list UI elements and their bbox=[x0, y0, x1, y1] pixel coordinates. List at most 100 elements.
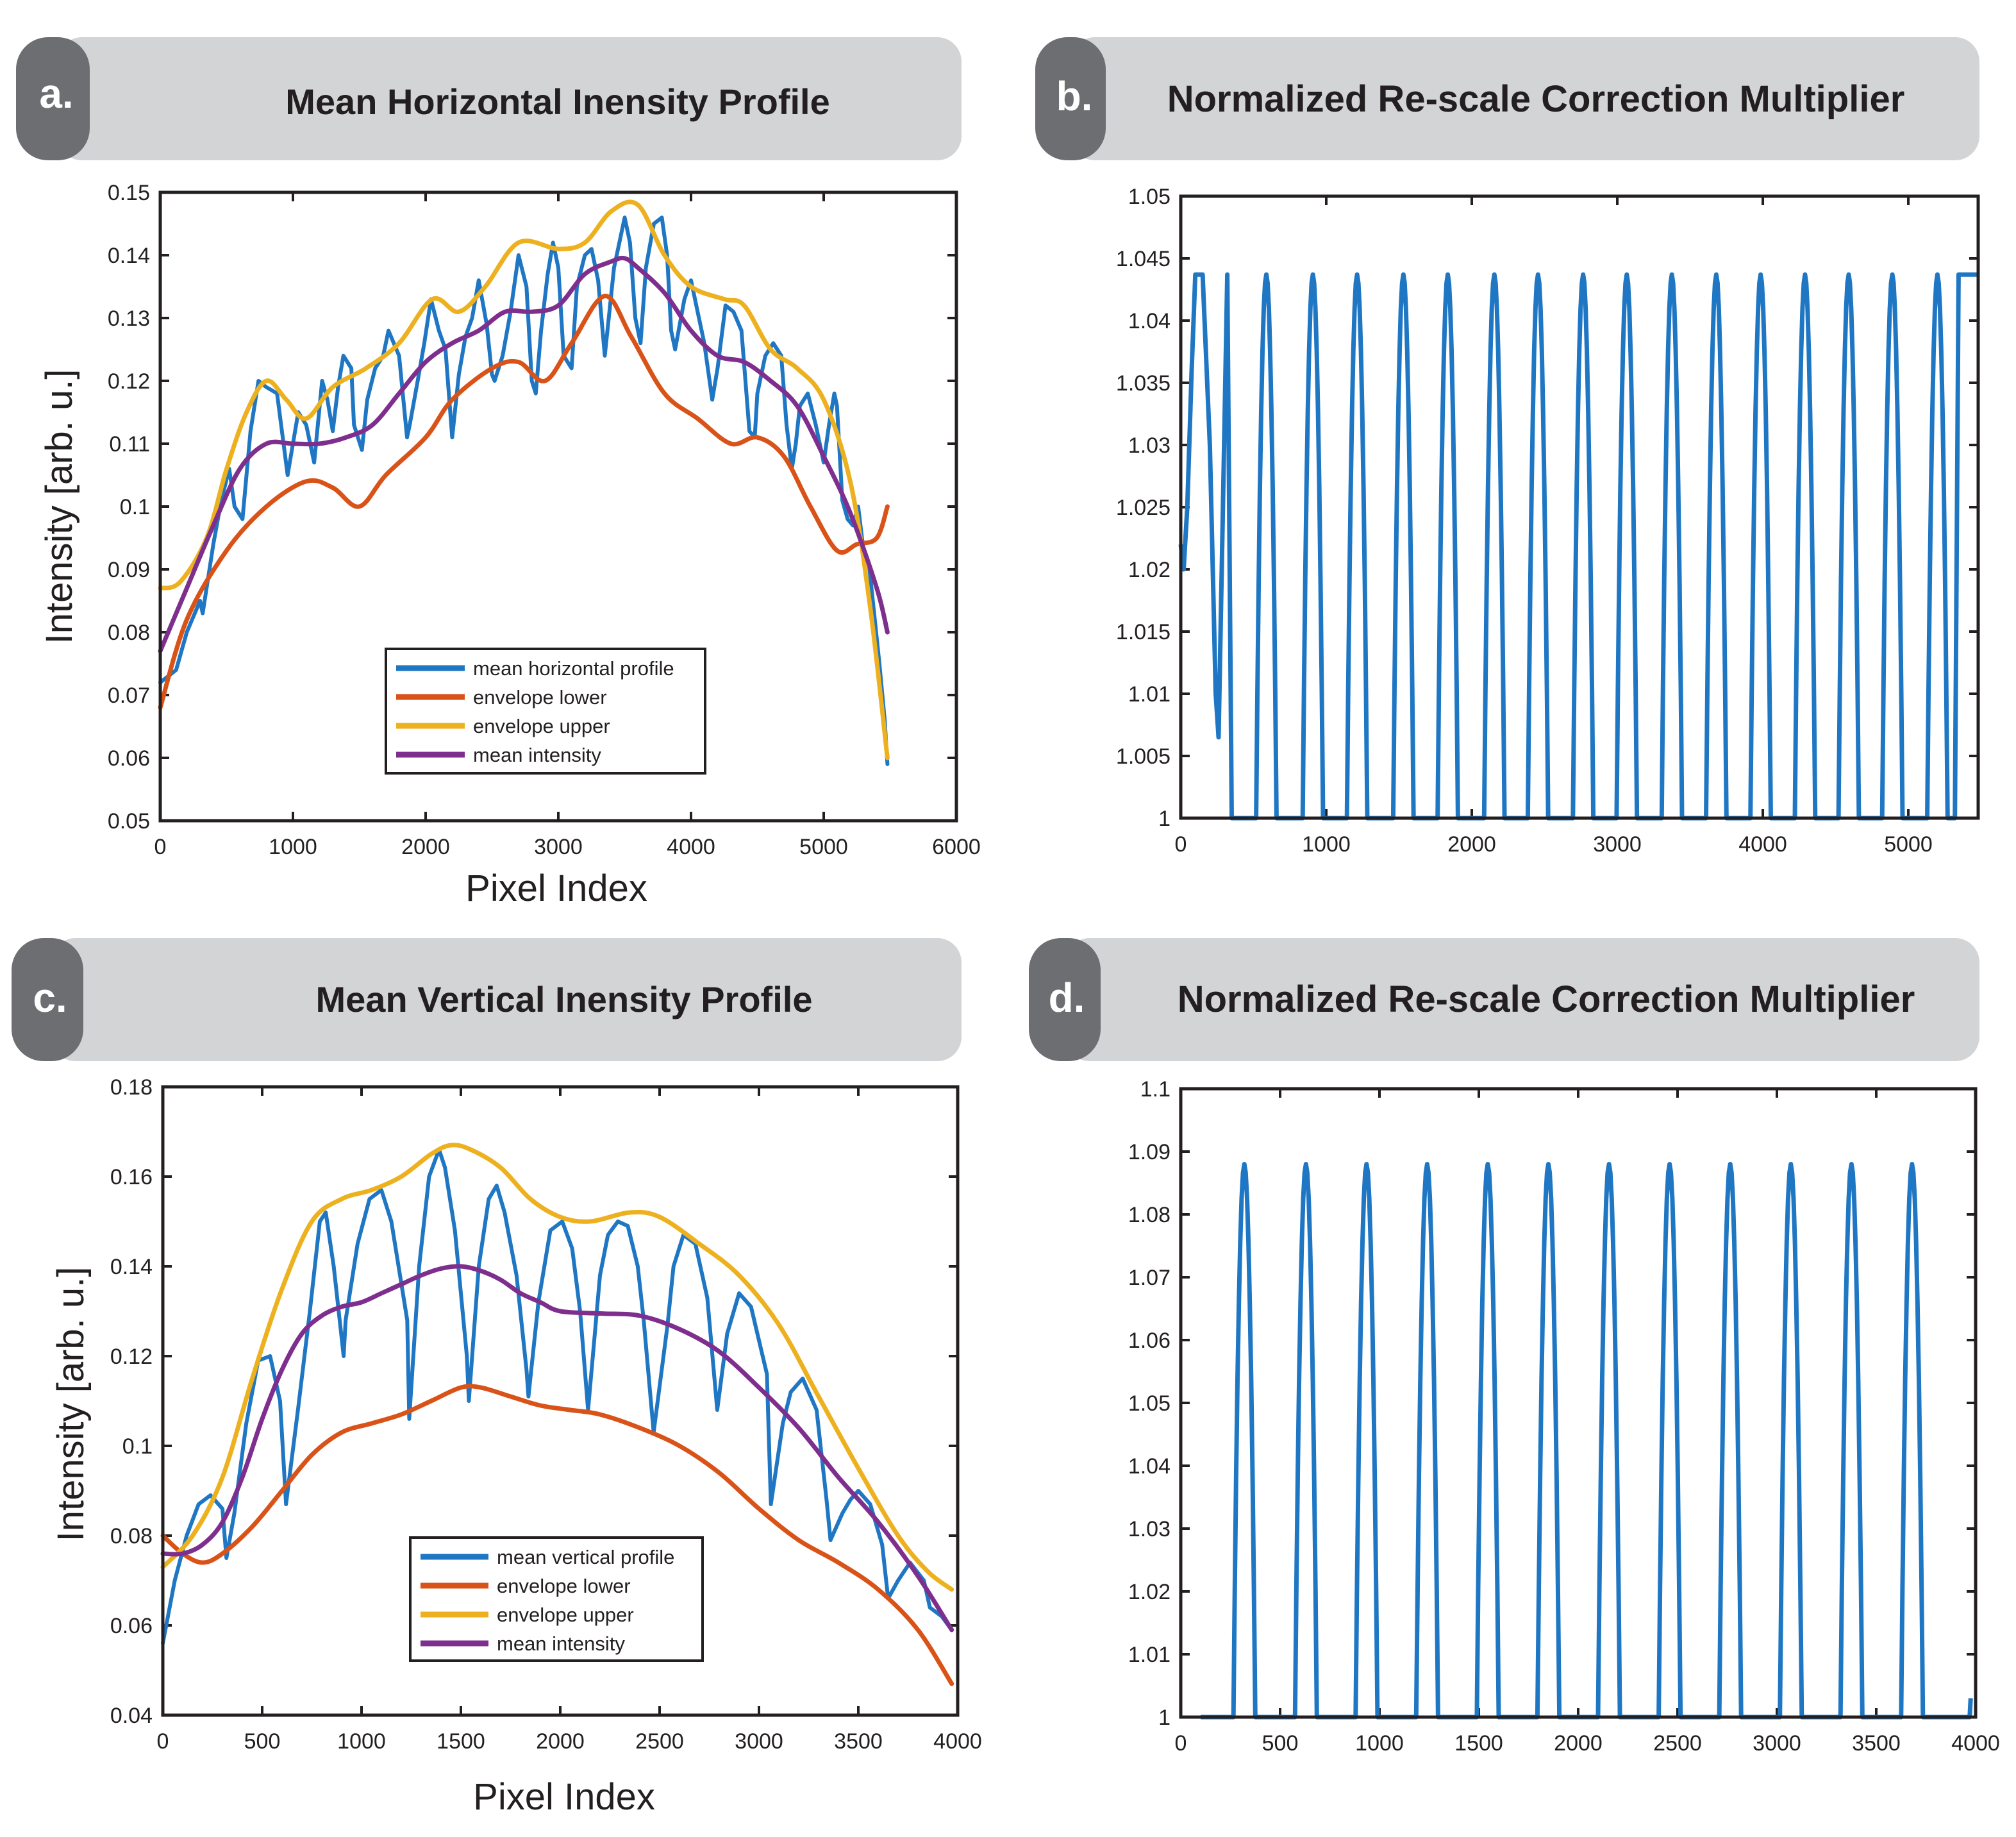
panel-c-title: Mean Vertical Inensity Profile bbox=[316, 979, 813, 1019]
y-tick-label: 0.18 bbox=[110, 1075, 153, 1100]
x-tick-label: 2000 bbox=[401, 835, 450, 859]
x-tick-label: 4000 bbox=[933, 1729, 982, 1754]
panel-d-header bbox=[1065, 938, 1979, 1061]
legend-label-lower: envelope lower bbox=[497, 1575, 631, 1597]
series-line-mean-intensity bbox=[158, 255, 890, 653]
y-tick-label: 1 bbox=[1158, 807, 1170, 831]
panel-d-axes-frame bbox=[1179, 1087, 1978, 1719]
y-tick-label: 1.04 bbox=[1128, 1454, 1170, 1479]
panel-c-letter: c. bbox=[33, 975, 67, 1021]
x-tick-label: 1000 bbox=[1302, 832, 1351, 857]
panel-a-letter: a. bbox=[39, 71, 73, 117]
y-tick-label: 0.09 bbox=[108, 558, 150, 582]
series-line-envelope-upper bbox=[158, 199, 890, 760]
panel-a-xlabel: Pixel Index bbox=[465, 868, 647, 909]
series-line-multiplier bbox=[1201, 1162, 1973, 1720]
y-tick-label: 1.06 bbox=[1128, 1329, 1170, 1353]
y-tick-label: 0.07 bbox=[108, 684, 150, 708]
x-tick-label: 4000 bbox=[1738, 832, 1787, 857]
x-tick-label: 1000 bbox=[337, 1729, 386, 1754]
y-tick-label: 1.1 bbox=[1140, 1077, 1170, 1102]
panel-b-axes-frame bbox=[1179, 194, 1980, 820]
panel-d-letter: d. bbox=[1049, 975, 1085, 1021]
panel-a-legend: mean horizontal profile envelope lower e… bbox=[385, 648, 706, 775]
panel-b-letter: b. bbox=[1056, 73, 1093, 119]
panel-b-title: Normalized Re-scale Correction Multiplie… bbox=[1167, 78, 1905, 120]
y-tick-label: 1.01 bbox=[1128, 1643, 1170, 1667]
y-tick-label: 1.02 bbox=[1128, 1580, 1170, 1604]
x-tick-label: 3500 bbox=[1852, 1731, 1901, 1756]
y-tick-label: 1.015 bbox=[1116, 620, 1170, 644]
panel-a-series bbox=[158, 199, 890, 766]
y-tick-label: 1.08 bbox=[1128, 1203, 1170, 1227]
x-tick-label: 1500 bbox=[1454, 1731, 1503, 1756]
panel-c-legend: mean vertical profile envelope lower env… bbox=[409, 1536, 704, 1662]
x-tick-label: 3000 bbox=[1753, 1731, 1801, 1756]
series-line-multiplier bbox=[1178, 272, 1978, 821]
panel-b: b. Normalized Re-scale Correction Multip… bbox=[1035, 37, 1980, 857]
legend-label-mean: mean intensity bbox=[473, 744, 601, 766]
x-tick-label: 0 bbox=[1175, 1731, 1187, 1756]
y-tick-label: 0.14 bbox=[108, 244, 150, 268]
x-tick-label: 5000 bbox=[1884, 832, 1933, 857]
y-tick-label: 0.05 bbox=[108, 809, 150, 834]
y-tick-label: 1.05 bbox=[1128, 1391, 1170, 1416]
legend-label-profile: mean horizontal profile bbox=[473, 657, 674, 680]
panel-d-ticks: 0 500 1000 1500 2000 2500 3000 3500 4000 1 1.01 1.0… bbox=[1128, 1077, 2000, 1756]
panel-d-series bbox=[1201, 1162, 1973, 1720]
panel-a-title: Mean Horizontal Inensity Profile bbox=[285, 81, 829, 122]
y-tick-label: 0.08 bbox=[110, 1524, 153, 1548]
x-tick-label: 5000 bbox=[799, 835, 848, 859]
y-tick-label: 1.04 bbox=[1128, 309, 1170, 333]
panel-a-letter-badge bbox=[16, 37, 90, 160]
legend-label-mean: mean intensity bbox=[497, 1632, 625, 1655]
y-tick-label: 0.12 bbox=[110, 1345, 153, 1369]
x-tick-label: 3000 bbox=[1593, 832, 1642, 857]
y-tick-label: 0.12 bbox=[108, 369, 150, 394]
y-tick-label: 1.03 bbox=[1128, 433, 1170, 458]
x-tick-label: 500 bbox=[244, 1729, 281, 1754]
x-tick-label: 1000 bbox=[269, 835, 317, 859]
panel-b-ticks: 0 1000 2000 3000 4000 5000 1 1.005 1.01 1.015 1.02… bbox=[1116, 185, 1978, 857]
y-tick-label: 0.1 bbox=[122, 1434, 153, 1459]
x-tick-label: 0 bbox=[157, 1729, 169, 1754]
y-tick-label: 1.01 bbox=[1128, 682, 1170, 707]
y-tick-label: 0.14 bbox=[110, 1255, 153, 1279]
y-tick-label: 1 bbox=[1158, 1706, 1170, 1730]
panel-a-grid-layer: 0 1000 2000 3000 4000 5000 6000 0.05 0.06 0.07 0.0… bbox=[108, 181, 981, 859]
y-tick-label: 1.035 bbox=[1116, 371, 1170, 396]
y-tick-label: 1.045 bbox=[1116, 247, 1170, 271]
x-tick-label: 4000 bbox=[1951, 1731, 2000, 1756]
series-line-envelope-upper bbox=[160, 1143, 954, 1592]
y-tick-label: 0.13 bbox=[108, 306, 150, 331]
x-tick-label: 2000 bbox=[1554, 1731, 1603, 1756]
legend-label-upper: envelope upper bbox=[473, 715, 610, 737]
panel-b-letter-badge bbox=[1035, 37, 1106, 160]
x-tick-label: 500 bbox=[1262, 1731, 1299, 1756]
y-tick-label: 0.11 bbox=[109, 432, 150, 457]
x-tick-label: 1500 bbox=[437, 1729, 485, 1754]
legend-label-upper: envelope upper bbox=[497, 1604, 634, 1626]
y-tick-label: 0.08 bbox=[108, 621, 150, 645]
x-tick-label: 3000 bbox=[534, 835, 583, 859]
series-line-envelope-lower bbox=[160, 1384, 954, 1686]
panel-d-title: Normalized Re-scale Correction Multiplie… bbox=[1178, 978, 1915, 1020]
x-tick-label: 2500 bbox=[1653, 1731, 1702, 1756]
legend-label-profile: mean vertical profile bbox=[497, 1546, 674, 1568]
panel-d-letter-badge bbox=[1029, 938, 1101, 1061]
x-tick-label: 3500 bbox=[834, 1729, 883, 1754]
y-tick-label: 1.03 bbox=[1128, 1517, 1170, 1541]
panel-c-series bbox=[160, 1143, 954, 1686]
x-tick-label: 2500 bbox=[635, 1729, 684, 1754]
y-tick-label: 1.005 bbox=[1116, 744, 1170, 769]
panel-a-ticks: 0 1000 2000 3000 4000 5000 6000 0.05 0.06 0.07 0.0… bbox=[108, 181, 981, 859]
panel-c-ticks: 0 500 1000 1500 2000 2500 3000 3500 4000 0.04 0.06… bbox=[110, 1075, 982, 1754]
panel-b-header bbox=[1070, 37, 1979, 160]
y-tick-label: 1.05 bbox=[1128, 185, 1170, 209]
x-tick-label: 2000 bbox=[1447, 832, 1496, 857]
panel-c-ylabel: Intensity [arb. u.] bbox=[50, 1267, 92, 1542]
panel-c-letter-badge bbox=[12, 938, 83, 1061]
x-tick-label: 4000 bbox=[667, 835, 715, 859]
y-tick-label: 1.02 bbox=[1128, 558, 1170, 582]
panel-a-ylabel: Intensity [arb. u.] bbox=[38, 369, 80, 644]
